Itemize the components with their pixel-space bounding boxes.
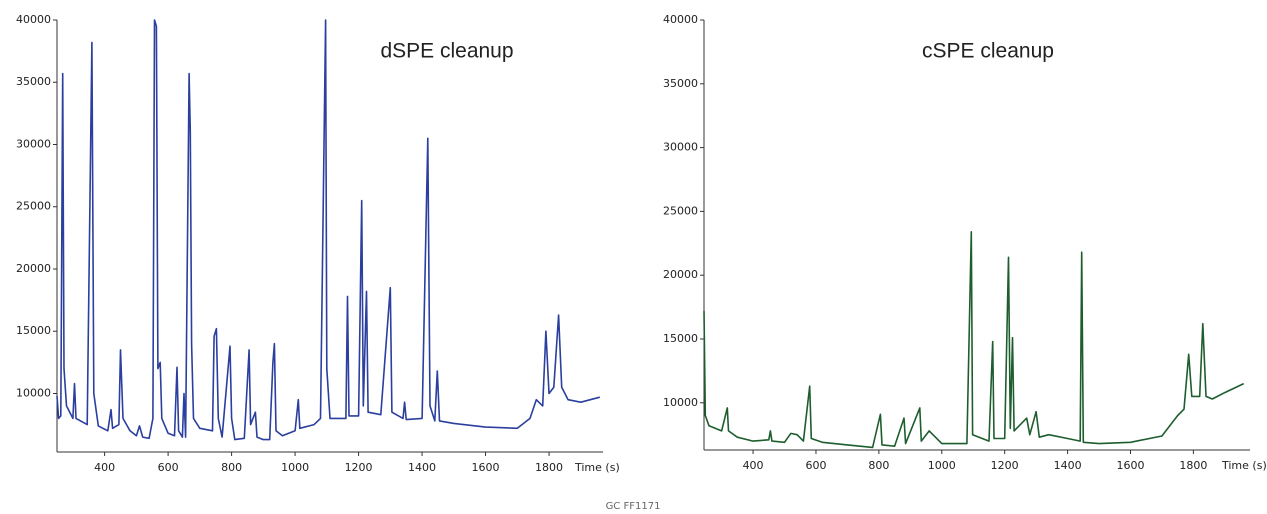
y-tick-label: 15000 [663,332,698,345]
series-line [703,231,1245,449]
x-axis-label: Time (s) [574,461,620,474]
x-tick-label: 600 [158,461,179,474]
y-tick-label: 10000 [663,396,698,409]
y-tick-label: 10000 [16,386,51,399]
x-tick-label: 1000 [281,461,309,474]
x-tick-label: 1400 [1054,459,1082,472]
x-tick-label: 1800 [1179,459,1207,472]
y-tick-label: 35000 [16,75,51,88]
y-tick-label: 35000 [663,77,698,90]
x-tick-label: 1200 [991,459,1019,472]
y-tick-label: 30000 [663,141,698,154]
x-tick-label: 1800 [535,461,563,474]
x-tick-label: 800 [868,459,889,472]
x-axis-label: Time (s) [1221,459,1267,472]
y-tick-label: 25000 [16,200,51,213]
footer: GC FF1171 [606,501,661,510]
chart-title: cSPE cleanup [922,40,1054,63]
y-tick-label: 20000 [663,268,698,281]
y-tick-label: 15000 [16,324,51,337]
y-tick-label: 40000 [16,13,51,26]
chart-title: dSPE cleanup [380,40,513,63]
x-tick-label: 400 [94,461,115,474]
series-line [56,19,601,441]
y-tick-label: 40000 [663,13,698,26]
x-tick-label: 1000 [928,459,956,472]
x-tick-label: 1200 [345,461,373,474]
x-tick-label: 1400 [408,461,436,474]
x-tick-label: 1600 [1116,459,1144,472]
x-tick-label: 800 [221,461,242,474]
x-tick-label: 1600 [472,461,500,474]
y-tick-label: 20000 [16,262,51,275]
x-tick-label: 600 [805,459,826,472]
y-tick-label: 25000 [663,204,698,217]
y-tick-label: 30000 [16,137,51,150]
x-tick-label: 400 [743,459,764,472]
